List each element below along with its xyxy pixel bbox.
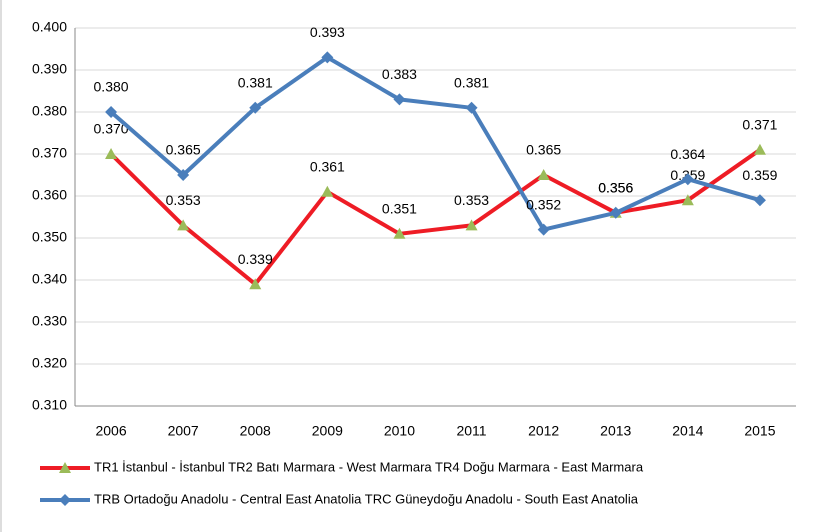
legend-marker <box>59 494 71 506</box>
x-tick-label: 2013 <box>600 423 631 439</box>
legend-label: TRB Ortadoğu Anadolu - Central East Anat… <box>94 491 639 506</box>
data-label: 0.381 <box>238 75 273 91</box>
data-label: 0.353 <box>166 192 201 208</box>
data-label: 0.380 <box>94 79 129 95</box>
marker <box>321 185 334 197</box>
marker <box>681 194 694 206</box>
data-label: 0.356 <box>598 180 633 196</box>
marker <box>249 101 262 114</box>
x-tick-label: 2014 <box>672 423 703 439</box>
data-label: 0.383 <box>382 66 417 82</box>
y-tick-label: 0.340 <box>32 271 67 287</box>
y-tick-label: 0.310 <box>32 397 67 413</box>
data-label: 0.365 <box>166 142 201 158</box>
data-label: 0.393 <box>310 24 345 40</box>
data-label: 0.353 <box>454 192 489 208</box>
data-label: 0.352 <box>526 196 561 212</box>
x-tick-label: 2015 <box>744 423 775 439</box>
y-tick-label: 0.380 <box>32 103 67 119</box>
marker <box>393 93 406 106</box>
marker <box>681 173 694 186</box>
marker <box>465 219 478 231</box>
data-label: 0.365 <box>526 142 561 158</box>
marker <box>105 106 118 118</box>
legend-marker <box>59 462 71 473</box>
marker <box>537 223 550 236</box>
data-label: 0.361 <box>310 159 345 175</box>
y-tick-label: 0.330 <box>32 313 67 329</box>
data-label: 0.371 <box>742 117 777 133</box>
data-label: 0.370 <box>94 121 129 137</box>
legend-label: TR1 İstanbul - İstanbul TR2 Batı Marmara… <box>94 459 644 474</box>
series-line <box>109 148 762 287</box>
marker <box>465 101 478 114</box>
x-tick-label: 2012 <box>528 423 559 439</box>
x-tick-label: 2010 <box>384 423 415 439</box>
marker <box>753 194 766 207</box>
data-label: 0.339 <box>238 251 273 267</box>
y-tick-label: 0.360 <box>32 187 67 203</box>
series-line <box>109 55 761 232</box>
y-tick-label: 0.320 <box>32 355 67 371</box>
x-tick-label: 2008 <box>240 423 271 439</box>
y-tick-label: 0.390 <box>32 61 67 77</box>
data-label: 0.364 <box>670 146 705 162</box>
x-tick-label: 2006 <box>95 423 126 439</box>
marker <box>321 51 334 64</box>
x-tick-label: 2009 <box>312 423 343 439</box>
x-tick-label: 2007 <box>168 423 199 439</box>
x-tick-label: 2011 <box>456 423 486 439</box>
data-label: 0.356 <box>598 180 633 196</box>
marker <box>609 206 622 219</box>
marker <box>177 169 190 181</box>
y-tick-label: 0.350 <box>32 229 67 245</box>
data-label: 0.351 <box>382 201 417 217</box>
marker <box>393 227 406 239</box>
marker <box>249 278 262 290</box>
marker <box>753 143 766 155</box>
marker <box>105 148 118 159</box>
y-tick-label: 0.370 <box>32 145 67 161</box>
data-label: 0.359 <box>742 167 777 183</box>
y-tick-label: 0.400 <box>32 19 67 35</box>
data-label: 0.381 <box>454 75 489 91</box>
marker <box>177 219 190 231</box>
marker <box>537 169 550 180</box>
